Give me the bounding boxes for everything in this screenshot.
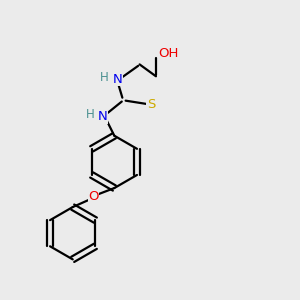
Text: N: N bbox=[98, 110, 107, 123]
Text: N: N bbox=[112, 73, 122, 86]
Text: O: O bbox=[88, 190, 99, 203]
Text: OH: OH bbox=[158, 46, 179, 60]
Text: S: S bbox=[147, 98, 155, 111]
Text: H: H bbox=[85, 107, 94, 121]
Text: H: H bbox=[100, 71, 109, 84]
